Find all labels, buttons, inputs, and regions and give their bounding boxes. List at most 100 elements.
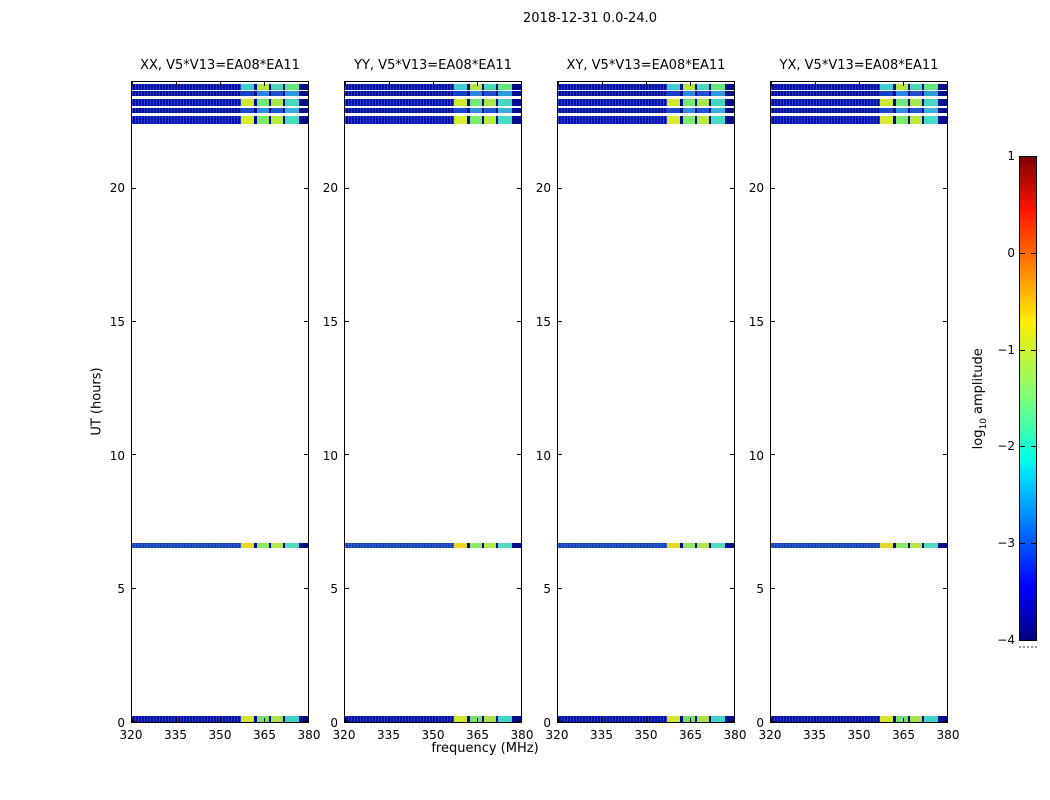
scan-low-band-segment	[771, 716, 881, 722]
spectral-cell	[697, 99, 709, 106]
scan-stripe	[345, 91, 521, 96]
scan-bright-band-segment	[667, 116, 734, 124]
spectral-cell	[667, 99, 681, 106]
y-tick-left	[132, 188, 136, 189]
spectral-gap	[708, 84, 712, 90]
spectral-cell	[285, 543, 299, 548]
y-tick-left	[132, 321, 136, 322]
scan-stripe	[558, 91, 734, 96]
colorbar-tick-label: 1	[1007, 149, 1015, 163]
spectral-gap	[724, 99, 734, 106]
colorbar-tick-left	[1020, 640, 1025, 641]
spectral-cell	[285, 84, 299, 90]
y-tick-right	[304, 721, 308, 722]
x-tick-top	[690, 82, 691, 86]
spectral-gap	[937, 84, 947, 90]
scan-low-band-segment	[771, 543, 881, 548]
spectral-cell	[683, 116, 695, 124]
spectral-cell	[711, 91, 725, 96]
spectral-gap	[298, 108, 308, 113]
spectral-gap	[708, 543, 712, 548]
y-tick-label: 0	[756, 716, 764, 730]
colorbar-underflow-dots	[1019, 646, 1037, 648]
spectral-gap	[708, 99, 712, 106]
spectral-cell	[896, 116, 908, 124]
y-tick-left	[558, 188, 562, 189]
spectral-gap	[254, 99, 258, 106]
spectral-gap	[907, 108, 911, 113]
spectral-gap	[254, 716, 258, 722]
spectral-cell	[910, 91, 922, 96]
spectral-cell	[285, 99, 299, 106]
colorbar-label: log10 amplitude	[971, 319, 989, 479]
spectral-gap	[481, 716, 485, 722]
scan-bright-band-segment	[454, 543, 521, 548]
spectral-cell	[880, 716, 894, 722]
scan-stripe	[132, 99, 308, 106]
spectral-cell	[271, 84, 283, 90]
scan-low-band-segment	[132, 91, 242, 96]
spectral-gap	[268, 108, 272, 113]
y-tick-right	[943, 321, 947, 322]
spectral-cell	[896, 99, 908, 106]
scan-low-band-segment	[558, 716, 668, 722]
heatmap-panel	[770, 81, 948, 723]
y-tick-right	[517, 188, 521, 189]
x-tick-top	[734, 82, 735, 86]
spectral-cell	[683, 99, 695, 106]
scan-bright-band-segment	[241, 108, 308, 113]
spectral-gap	[921, 716, 925, 722]
spectral-cell	[285, 116, 299, 124]
spectral-cell	[711, 99, 725, 106]
x-tick-top	[815, 82, 816, 86]
y-tick-label: 10	[322, 448, 338, 463]
scan-stripe	[345, 84, 521, 90]
y-tick-left	[558, 721, 562, 722]
y-tick-right	[730, 188, 734, 189]
colorbar	[1019, 156, 1037, 641]
y-tick-label: 0	[117, 716, 125, 730]
scan-bright-band-segment	[667, 543, 734, 548]
colorbar-top-hatch	[1021, 158, 1035, 163]
scan-stripe	[771, 91, 947, 96]
y-tick-right	[943, 721, 947, 722]
x-tick-bottom	[903, 718, 904, 722]
x-tick-top	[859, 82, 860, 86]
scan-stripe	[132, 108, 308, 113]
y-tick-right	[517, 454, 521, 455]
spectral-gap	[921, 543, 925, 548]
x-tick-bottom	[345, 718, 346, 722]
spectral-gap	[724, 116, 734, 124]
spectral-gap	[298, 116, 308, 124]
spectral-cell	[454, 99, 468, 106]
x-tick-label: 350	[421, 728, 445, 742]
x-tick-bottom	[771, 718, 772, 722]
colorbar-tick-left	[1020, 156, 1025, 157]
x-tick-bottom	[558, 718, 559, 722]
spectral-cell	[271, 543, 283, 548]
spectral-cell	[910, 108, 922, 113]
spectral-gap	[495, 84, 499, 90]
y-tick-label: 20	[748, 181, 764, 195]
spectral-gap	[694, 99, 698, 106]
colorbar-tick-left	[1020, 350, 1025, 351]
spectral-gap	[893, 84, 897, 90]
y-tick-right	[517, 721, 521, 722]
scan-low-band-segment	[132, 116, 242, 124]
spectral-gap	[298, 543, 308, 548]
spectral-cell	[241, 716, 255, 722]
scan-bright-band-segment	[454, 91, 521, 96]
spectral-gap	[467, 99, 471, 106]
y-tick-label: 20	[109, 181, 125, 195]
y-tick-right	[943, 588, 947, 589]
spectral-cell	[454, 716, 468, 722]
x-tick-top	[308, 82, 309, 86]
colorbar-tick-right	[1031, 446, 1036, 447]
spectral-cell	[498, 91, 512, 96]
scan-low-band-segment	[771, 108, 881, 113]
scan-bright-band-segment	[241, 91, 308, 96]
spectral-cell	[910, 84, 922, 90]
y-tick-left	[771, 454, 775, 455]
x-tick-label: 350	[847, 728, 871, 742]
spectral-cell	[484, 543, 496, 548]
